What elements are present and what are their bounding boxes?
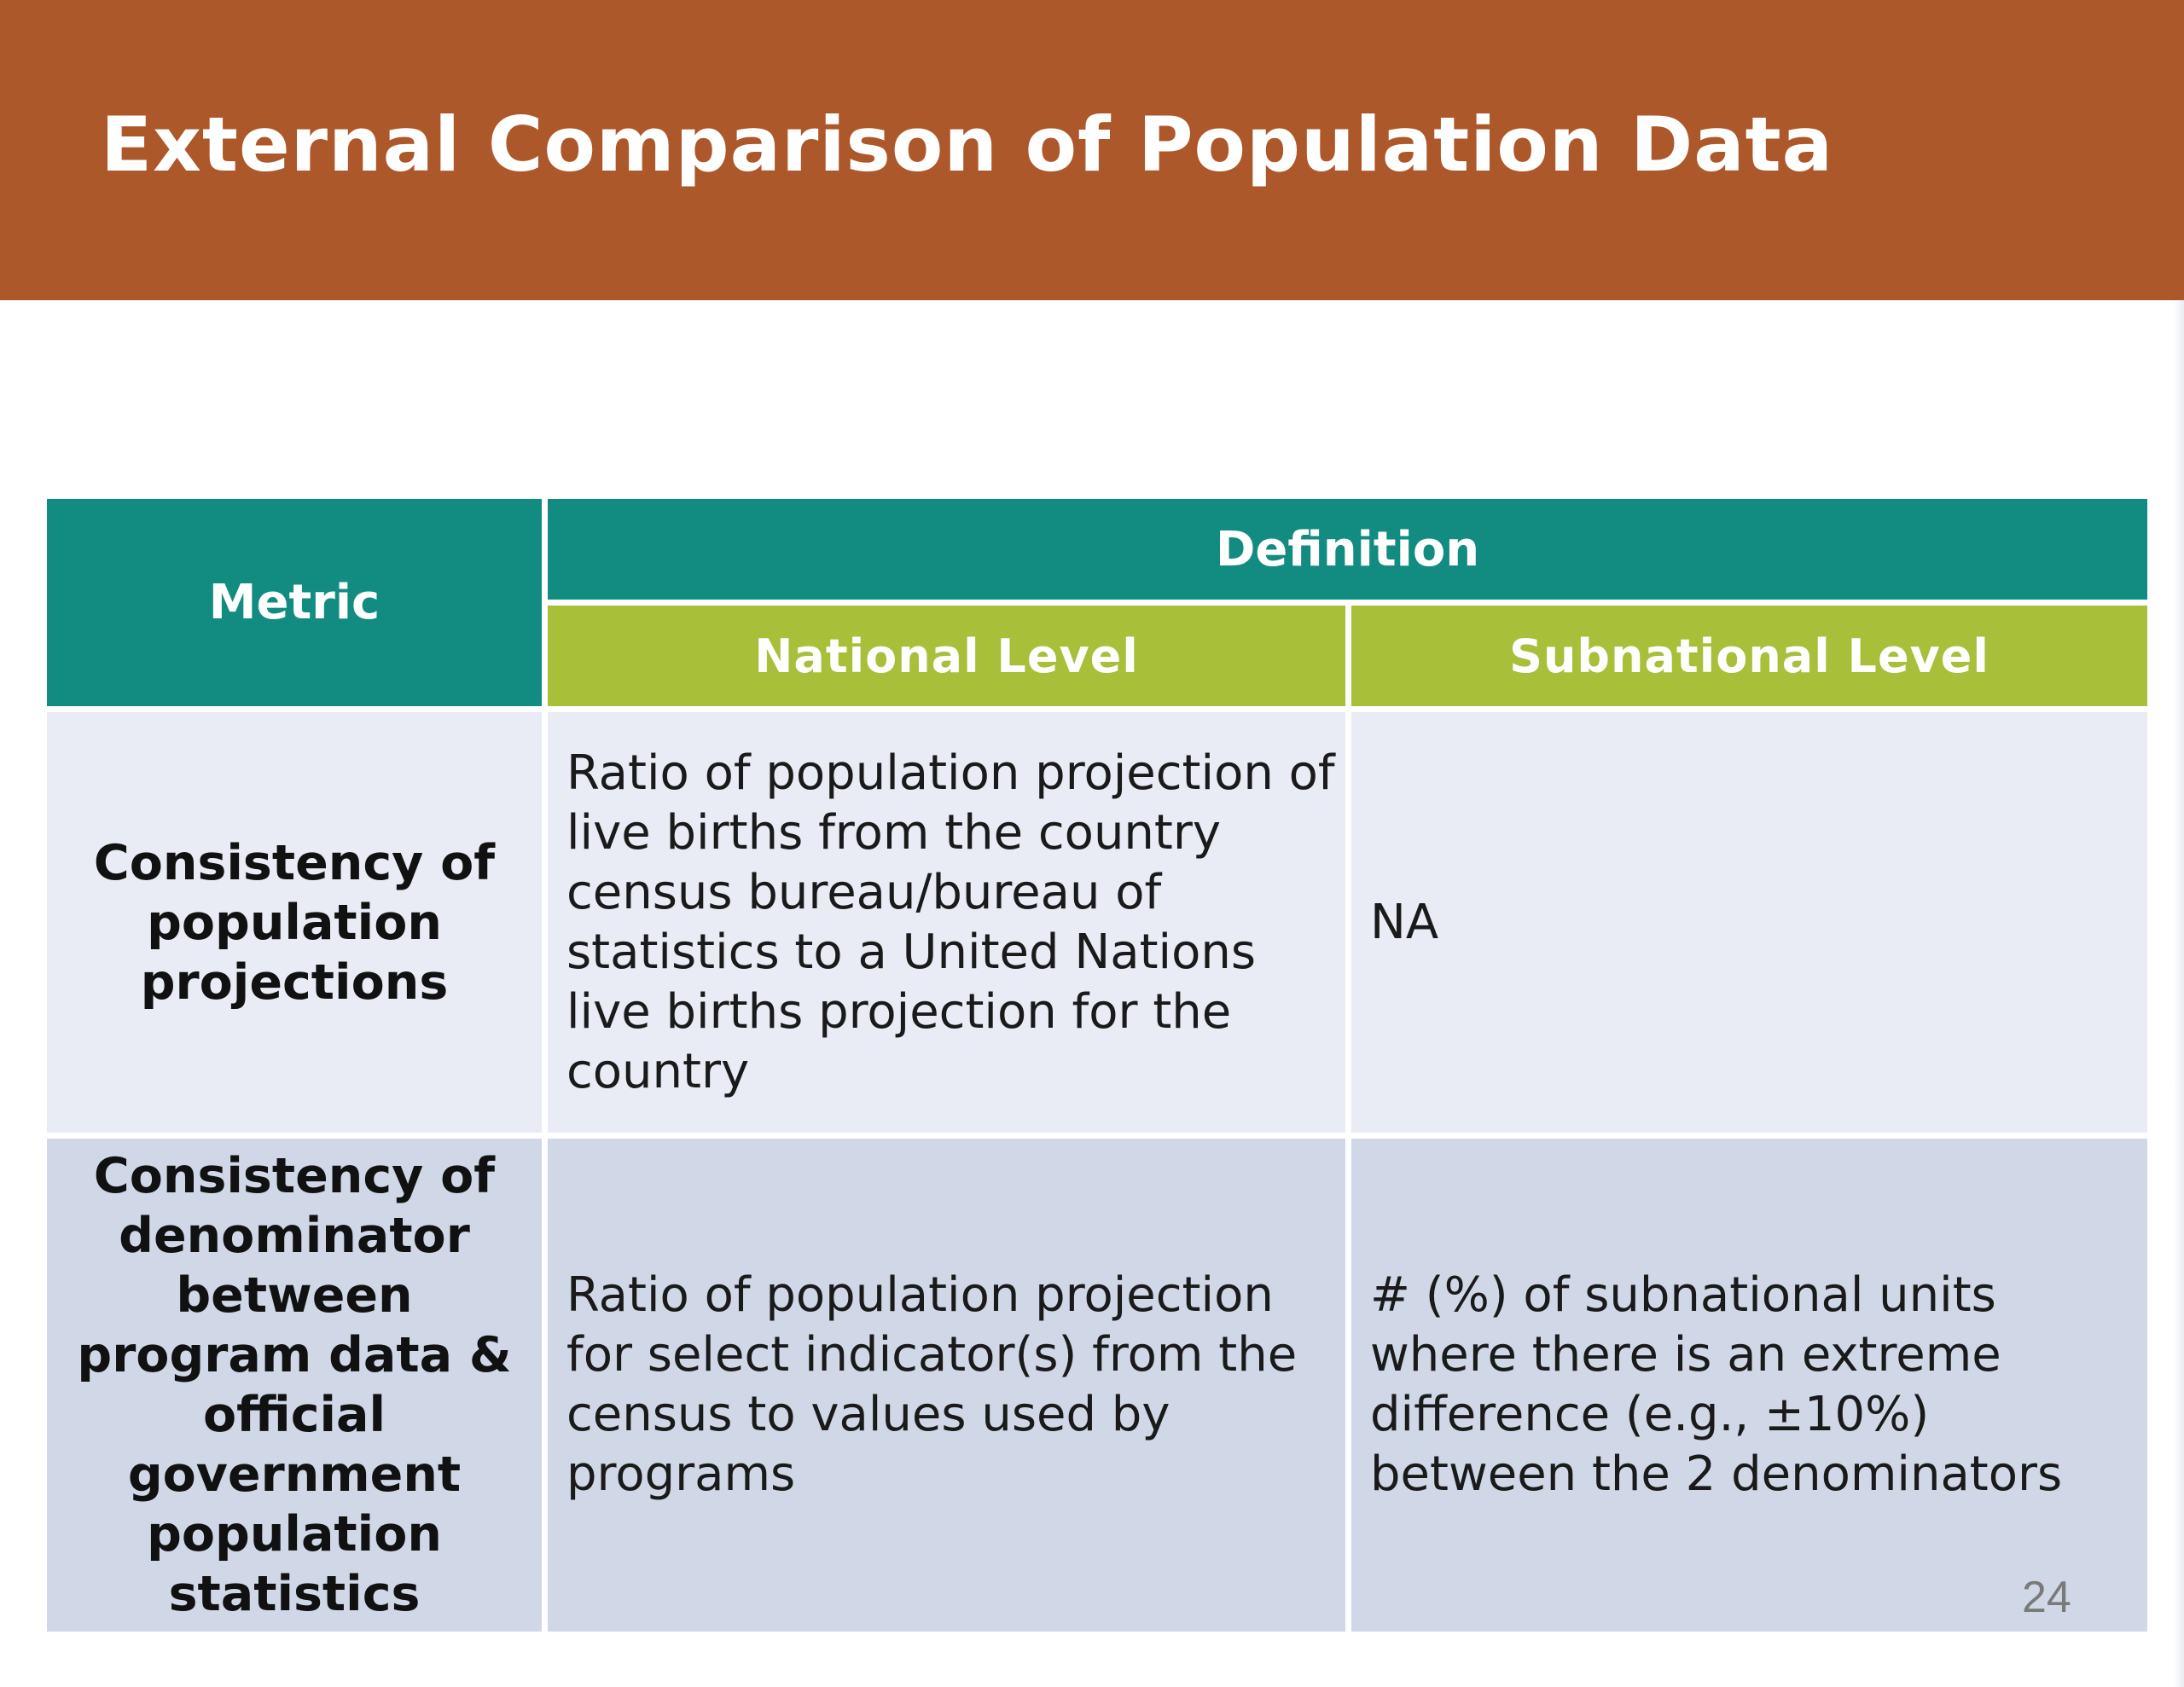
slide-title: External Comparison of Population Data	[101, 101, 1834, 188]
header-national-level: National Level	[548, 606, 1345, 706]
page-number: 24	[2022, 1573, 2071, 1622]
national-definition-cell: Ratio of population projection for selec…	[548, 1139, 1345, 1632]
table-row: Consistency of population projections Ra…	[47, 712, 2147, 1133]
header-definition: Definition	[548, 499, 2147, 600]
subnational-definition-cell: # (%) of subnational units where there i…	[1351, 1139, 2147, 1632]
metric-cell: Consistency of denominator between progr…	[47, 1139, 542, 1632]
header-row-top: Metric Definition	[47, 499, 2147, 706]
national-definition-cell: Ratio of population projection of live b…	[548, 712, 1345, 1133]
header-subnational-level: Subnational Level	[1351, 606, 2147, 706]
slide-edge-shadow	[2174, 300, 2184, 1687]
title-bar: External Comparison of Population Data	[0, 0, 2184, 300]
header-metric: Metric	[47, 499, 542, 706]
table-row: Consistency of denominator between progr…	[47, 1139, 2147, 1632]
header-row-sub: National Level Subnational Level	[47, 606, 2147, 706]
metric-cell: Consistency of population projections	[47, 712, 542, 1133]
comparison-table: Metric Definition National Level Subnati…	[41, 493, 2153, 1638]
subnational-definition-cell: NA	[1351, 712, 2147, 1133]
